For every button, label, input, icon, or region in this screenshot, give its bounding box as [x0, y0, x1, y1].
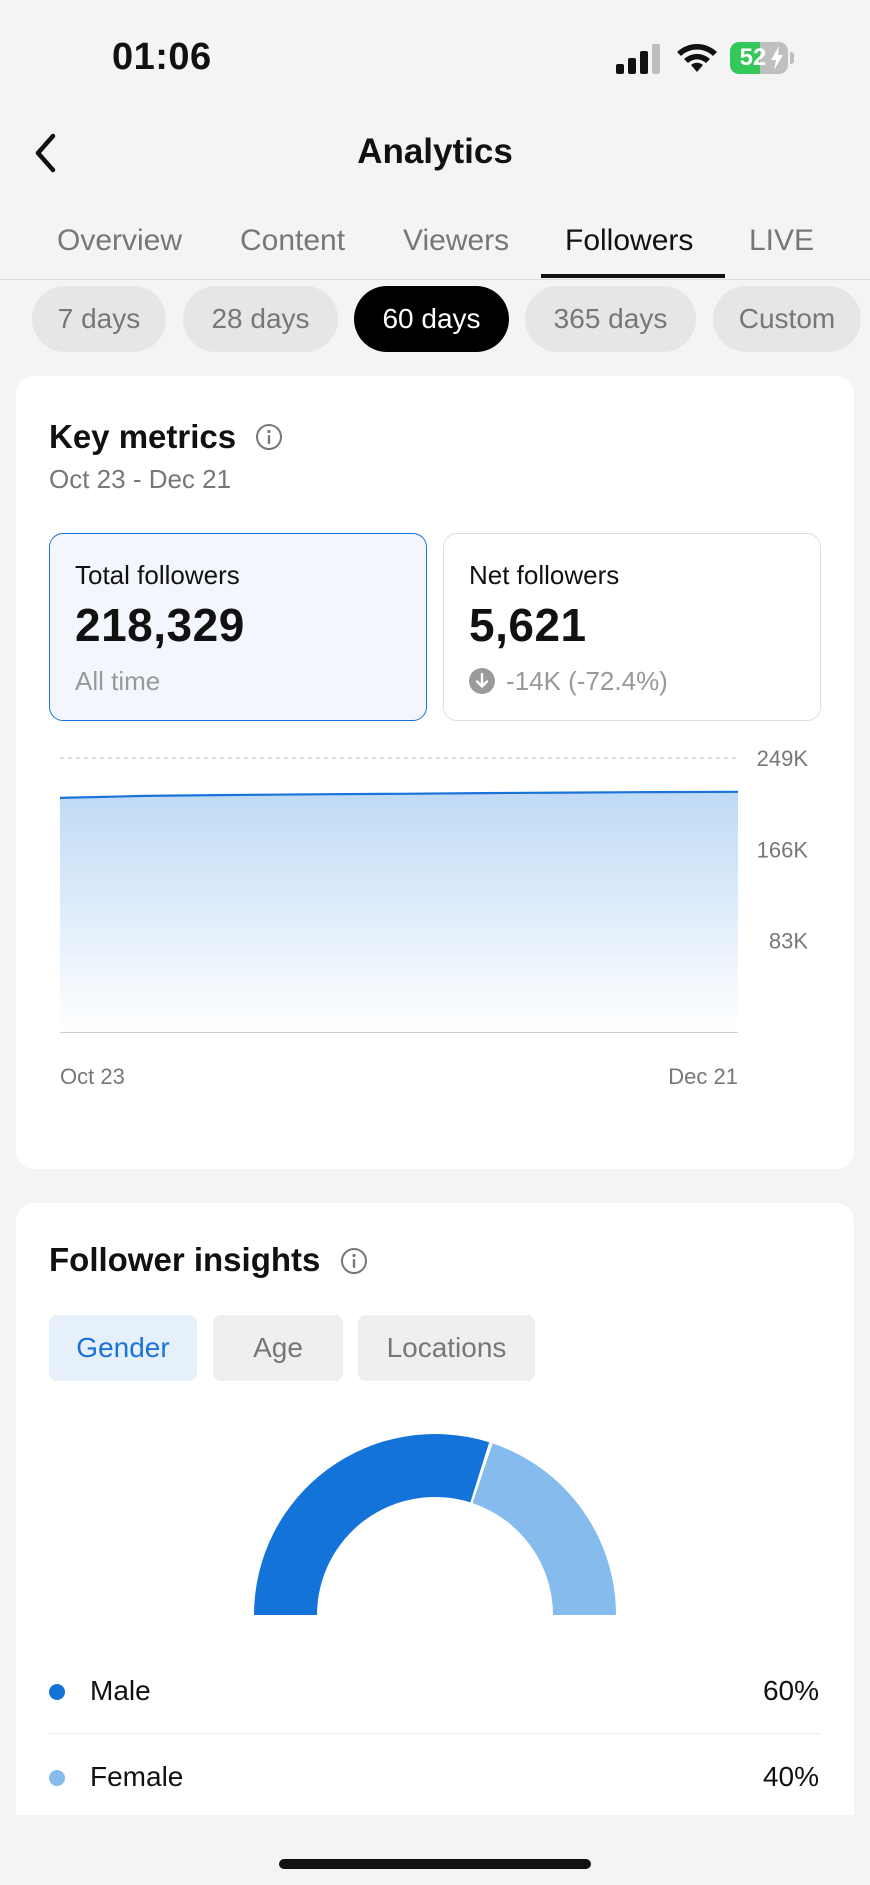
active-tab-underline [541, 274, 725, 278]
legend-dot-male [49, 1684, 65, 1700]
chevron-left-icon [35, 133, 56, 173]
followers-series-line [59, 790, 739, 799]
status-time: 01:06 [112, 36, 212, 78]
legend-dot-female [49, 1770, 65, 1786]
period-chip-7-days[interactable]: 7 days [32, 286, 166, 352]
net-followers-metric[interactable]: Net followers 5,621 -14K (-72.4%) [443, 533, 821, 721]
page-title: Analytics [357, 132, 513, 171]
period-selector: 7 days 28 days 60 days 365 days Custom [0, 286, 870, 352]
follower-insights-title: Follower insights [49, 1241, 321, 1278]
tab-live[interactable]: LIVE [749, 224, 815, 257]
y-tick-label: 166K [757, 837, 809, 862]
cellular-signal-icon [616, 44, 660, 74]
legend-label-female: Female [90, 1761, 184, 1792]
period-chip-365-days[interactable]: 365 days [525, 286, 696, 352]
key-metrics-card: Key metrics Oct 23 - Dec 21 Total follow… [16, 376, 854, 1169]
info-icon[interactable] [340, 1247, 368, 1275]
charging-bolt-icon [771, 46, 783, 70]
period-chip-60-days[interactable]: 60 days [354, 286, 509, 352]
arrow-down-circle-icon [469, 668, 495, 694]
legend-value-male: 60% [762, 1675, 819, 1706]
legend-row-male: Male 60% [49, 1648, 821, 1734]
status-bar: 01:06 52 [0, 0, 870, 120]
key-metrics-title: Key metrics [49, 418, 237, 455]
follower-insights-card: Follower insights Gender Age Locations M… [16, 1203, 854, 1815]
followers-area-fill [60, 791, 738, 1032]
y-tick-label: 83K [769, 929, 808, 954]
donut-slice-female [472, 1443, 616, 1615]
insights-tab-age[interactable]: Age [213, 1315, 343, 1381]
legend-value-female: 40% [762, 1761, 819, 1792]
net-followers-value: 5,621 [469, 599, 587, 651]
period-chip-custom[interactable]: Custom [713, 286, 861, 352]
insights-tab-gender[interactable]: Gender [49, 1315, 197, 1381]
analytics-tabs: Overview Content Viewers Followers LIVE [0, 214, 870, 280]
total-followers-label: Total followers [75, 560, 240, 590]
tab-followers[interactable]: Followers [565, 224, 694, 257]
battery-indicator: 52 [730, 42, 794, 74]
followers-chart-svg: 83K 166K 249K Oct 23 Dec 21 [59, 746, 809, 1089]
x-tick-label: Oct 23 [60, 1064, 125, 1089]
tab-viewers[interactable]: Viewers [403, 224, 510, 257]
info-icon[interactable] [255, 423, 283, 451]
followers-chart: 83K 166K 249K Oct 23 Dec 21 [16, 746, 854, 1146]
x-tick-label: Dec 21 [668, 1064, 738, 1089]
insights-tab-locations[interactable]: Locations [358, 1315, 535, 1381]
tab-content[interactable]: Content [240, 224, 346, 257]
net-followers-label: Net followers [469, 560, 620, 590]
legend-label-male: Male [90, 1675, 151, 1706]
battery-percent: 52 [739, 44, 767, 71]
y-tick-label: 249K [757, 746, 809, 771]
tab-overview[interactable]: Overview [57, 224, 183, 257]
total-followers-value: 218,329 [75, 599, 245, 651]
total-followers-sub: All time [75, 666, 161, 696]
total-followers-metric[interactable]: Total followers 218,329 All time [49, 533, 427, 721]
net-followers-change: -14K (-72.4%) [506, 666, 668, 696]
legend-row-female: Female 40% [49, 1734, 821, 1820]
home-indicator [279, 1859, 591, 1869]
donut-slice-male [254, 1434, 490, 1615]
date-range: Oct 23 - Dec 21 [49, 464, 232, 494]
wifi-icon [677, 44, 717, 72]
period-chip-28-days[interactable]: 28 days [183, 286, 338, 352]
back-button[interactable] [26, 130, 66, 176]
gender-half-donut-chart [254, 1434, 616, 1615]
